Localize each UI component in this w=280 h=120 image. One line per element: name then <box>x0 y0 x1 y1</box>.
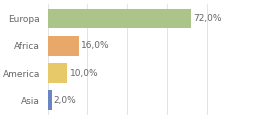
Bar <box>48 36 80 56</box>
Bar <box>48 90 52 110</box>
Text: 72,0%: 72,0% <box>193 14 221 23</box>
Text: 16,0%: 16,0% <box>81 41 110 50</box>
Bar <box>48 63 67 83</box>
Bar <box>48 9 191 28</box>
Text: 10,0%: 10,0% <box>69 69 98 78</box>
Text: 2,0%: 2,0% <box>53 96 76 105</box>
